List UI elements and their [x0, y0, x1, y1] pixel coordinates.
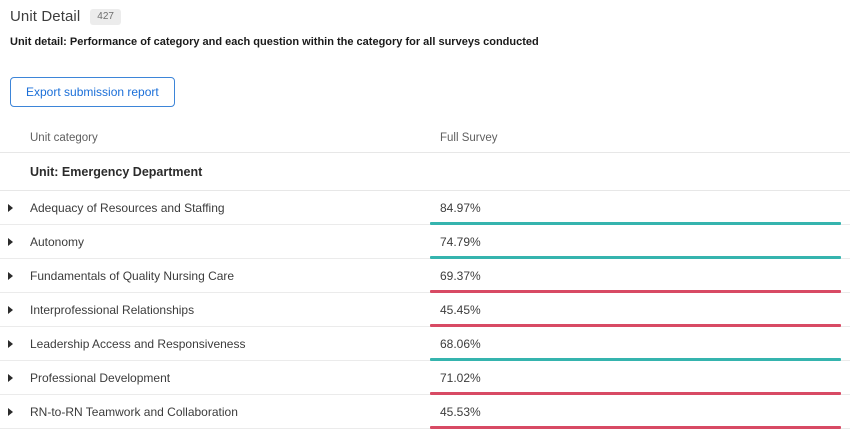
score-value: 71.02% — [440, 370, 481, 385]
column-header-full-survey: Full Survey — [440, 131, 498, 144]
expand-row-button[interactable] — [0, 361, 30, 394]
score-underline-bar — [430, 222, 841, 225]
chevron-right-icon — [8, 203, 13, 212]
category-label: Professional Development — [30, 370, 171, 385]
chevron-right-icon — [8, 271, 13, 280]
score-underline-bar — [430, 392, 841, 395]
expand-row-button[interactable] — [0, 395, 30, 428]
expand-row-button[interactable] — [0, 293, 30, 326]
expand-row-button[interactable] — [0, 327, 30, 360]
expand-row-button[interactable] — [0, 225, 30, 258]
score-cell: 74.79% — [430, 225, 850, 259]
score-cell: 68.06% — [430, 327, 850, 361]
score-value: 74.79% — [440, 234, 481, 249]
column-header-unit-category: Unit category — [30, 131, 98, 144]
score-underline-bar — [430, 426, 841, 429]
score-value: 45.45% — [440, 302, 481, 317]
title-row: Unit Detail 427 — [10, 8, 850, 25]
table-header-row: Unit category Full Survey — [0, 123, 850, 153]
page-subtitle: Unit detail: Performance of category and… — [10, 36, 539, 48]
category-label: Autonomy — [30, 234, 85, 249]
chevron-right-icon — [8, 305, 13, 314]
category-label: Adequacy of Resources and Staffing — [30, 200, 225, 215]
unit-category-table: Unit category Full Survey Unit: Emergenc… — [0, 123, 850, 429]
chevron-right-icon — [8, 237, 13, 246]
score-underline-bar — [430, 256, 841, 259]
score-cell: 71.02% — [430, 361, 850, 395]
chevron-right-icon — [8, 373, 13, 382]
category-label: Fundamentals of Quality Nursing Care — [30, 268, 235, 283]
score-value: 68.06% — [440, 336, 481, 351]
chevron-right-icon — [8, 407, 13, 416]
table-row[interactable]: Adequacy of Resources and Staffing 84.97… — [0, 191, 850, 225]
table-row[interactable]: Professional Development 71.02% — [0, 361, 850, 395]
chevron-right-icon — [8, 339, 13, 348]
unit-group-row: Unit: Emergency Department — [0, 153, 850, 191]
score-cell: 45.45% — [430, 293, 850, 327]
score-underline-bar — [430, 290, 841, 293]
score-underline-bar — [430, 324, 841, 327]
score-value: 69.37% — [440, 268, 481, 283]
table-row[interactable]: Autonomy 74.79% — [0, 225, 850, 259]
page-title: Unit Detail — [10, 8, 81, 25]
table-row[interactable]: Interprofessional Relationships 45.45% — [0, 293, 850, 327]
score-value: 84.97% — [440, 200, 481, 215]
category-label: Leadership Access and Responsiveness — [30, 336, 246, 351]
score-cell: 45.53% — [430, 395, 850, 429]
score-cell: 69.37% — [430, 259, 850, 293]
export-submission-report-button[interactable]: Export submission report — [10, 77, 175, 107]
expand-row-button[interactable] — [0, 191, 30, 224]
page-header: Unit Detail 427 Unit detail: Performance… — [0, 0, 850, 48]
unit-group-label: Unit: Emergency Department — [30, 164, 203, 179]
category-label: Interprofessional Relationships — [30, 302, 195, 317]
expand-row-button[interactable] — [0, 259, 30, 292]
score-underline-bar — [430, 358, 841, 361]
category-label: RN-to-RN Teamwork and Collaboration — [30, 404, 238, 419]
score-value: 45.53% — [440, 404, 481, 419]
table-row[interactable]: Fundamentals of Quality Nursing Care 69.… — [0, 259, 850, 293]
score-cell: 84.97% — [430, 191, 850, 225]
response-count-badge: 427 — [90, 8, 121, 25]
table-row[interactable]: RN-to-RN Teamwork and Collaboration 45.5… — [0, 395, 850, 429]
table-row[interactable]: Leadership Access and Responsiveness 68.… — [0, 327, 850, 361]
